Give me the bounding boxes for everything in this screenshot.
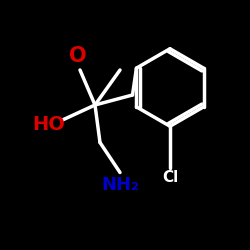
Text: HO: HO [32, 116, 66, 134]
Text: O: O [69, 46, 86, 66]
Text: Cl: Cl [162, 170, 178, 184]
Text: NH₂: NH₂ [101, 176, 139, 194]
